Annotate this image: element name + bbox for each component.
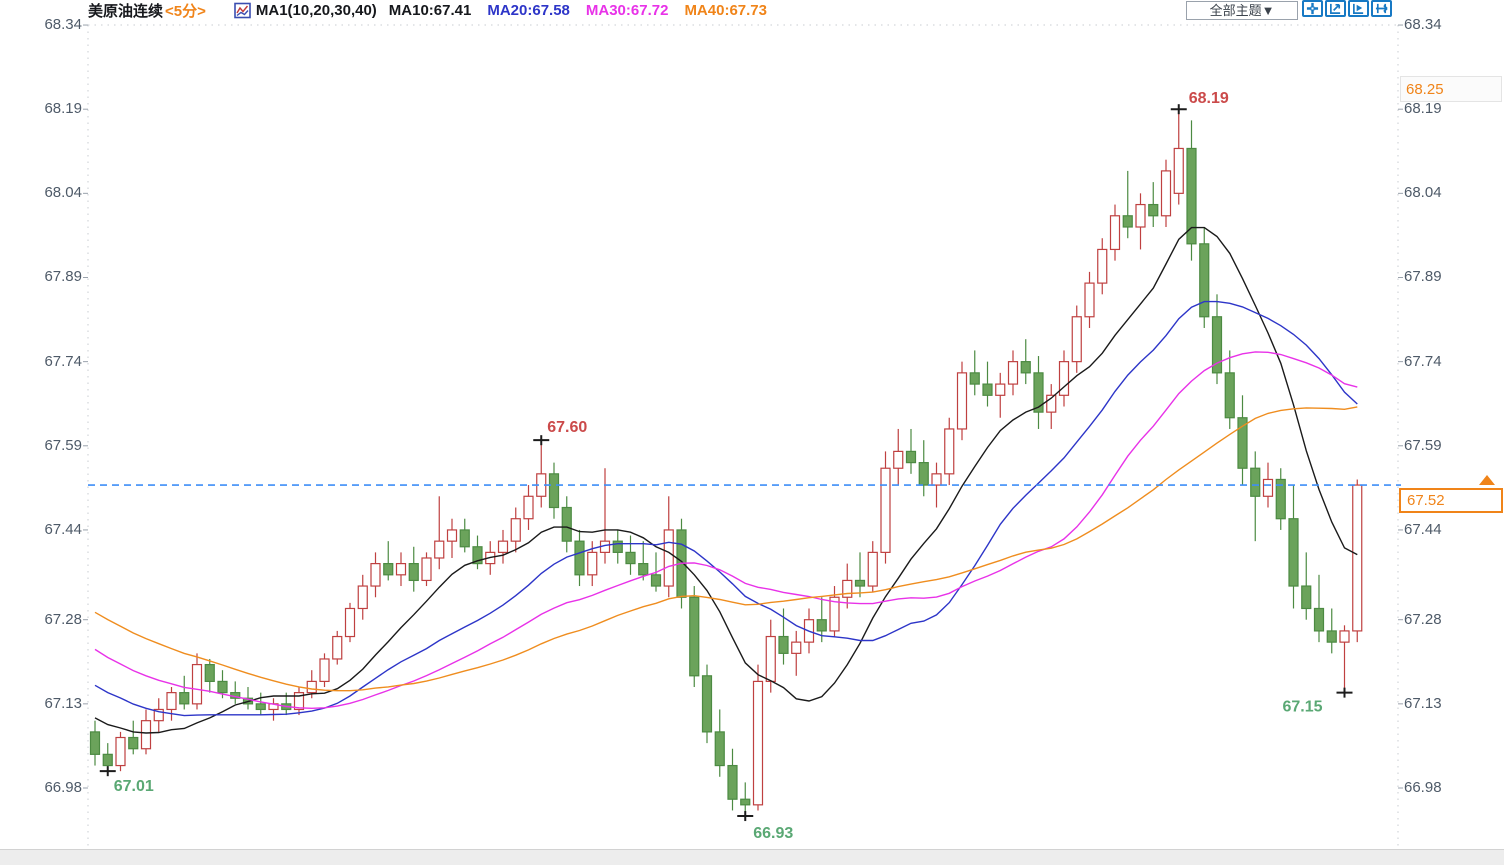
price-tick-label: 67.59: [1404, 436, 1442, 454]
price-tick-label: 67.28: [44, 610, 82, 628]
price-annotation: 67.01: [114, 778, 154, 795]
price-annotation: 67.60: [547, 419, 587, 436]
price-tick-label: 67.74: [1404, 352, 1442, 370]
price-tick-label: 67.89: [44, 268, 82, 286]
play-forward-button[interactable]: [1348, 0, 1369, 17]
plot-boundaries: [83, 24, 1403, 848]
bottom-panel-divider: [0, 849, 1504, 865]
zoom-previous-icon: [1330, 3, 1341, 14]
ma20-value: MA20:67.58: [487, 1, 570, 19]
price-tick-label: 67.59: [44, 436, 82, 454]
price-tick-label: 68.04: [1404, 184, 1442, 202]
price-tick-label: 67.74: [44, 352, 82, 370]
ma40-line: [94, 406, 1358, 692]
price-tick-label: 67.89: [1404, 268, 1442, 286]
ma-settings-label: MA1(10,20,30,40): [255, 1, 377, 19]
price-tick-label: 67.13: [1404, 694, 1442, 712]
zoom-previous-button[interactable]: [1325, 0, 1346, 17]
ma-lines-layer: [94, 226, 1358, 734]
price-tick-label: 66.98: [1404, 779, 1442, 796]
price-tick-label: 67.44: [1404, 520, 1442, 538]
ma10-line: [94, 226, 1358, 734]
chart-header: 美原油连续 <5分> MA1(10,20,30,40) MA10:67.41 M…: [88, 0, 767, 20]
annotations-layer: 67.60 67.01 66.93 68.19 67.15: [99, 90, 1353, 842]
price-tick-label: 68.19: [1404, 100, 1442, 118]
ma10-value: MA10:67.41: [388, 1, 472, 19]
price-tick-label: 66.98: [44, 779, 82, 796]
session-high-marker: 68.25: [1400, 76, 1502, 102]
price-tick-label: 67.44: [44, 520, 82, 538]
ma20-line: [94, 300, 1358, 717]
chart-toolbar: [1302, 0, 1392, 17]
price-tick-label: 68.04: [44, 184, 82, 202]
period-label: <5分>: [165, 2, 206, 20]
price-tick-label: 68.19: [44, 100, 82, 118]
price-tick-label: 67.13: [44, 694, 82, 712]
pan-crosshair-icon: [1306, 2, 1319, 15]
price-up-arrow-icon: [1479, 475, 1495, 485]
price-tick-label: 68.34: [1404, 16, 1442, 34]
theme-dropdown[interactable]: 全部主题▼: [1186, 1, 1298, 20]
last-price-tag: 67.52: [1399, 488, 1503, 513]
page-forward-button[interactable]: [1371, 0, 1392, 17]
price-tick-label: 68.34: [44, 16, 82, 34]
pan-crosshair-button[interactable]: [1302, 0, 1323, 17]
ma30-value: MA30:67.72: [585, 1, 669, 19]
price-annotation: 68.19: [1189, 90, 1229, 107]
ma30-line: [94, 351, 1358, 710]
play-forward-icon: [1353, 3, 1364, 14]
page-forward-icon: [1375, 3, 1388, 14]
symbol-label: 美原油连续: [88, 2, 164, 20]
price-annotation: 66.93: [753, 825, 793, 842]
price-annotation: 67.15: [1283, 699, 1323, 716]
chart-type-icon: [234, 2, 251, 19]
price-tick-label: 67.28: [1404, 610, 1442, 628]
ma40-value: MA40:67.73: [684, 1, 767, 19]
candles-layer: [89, 109, 1363, 817]
